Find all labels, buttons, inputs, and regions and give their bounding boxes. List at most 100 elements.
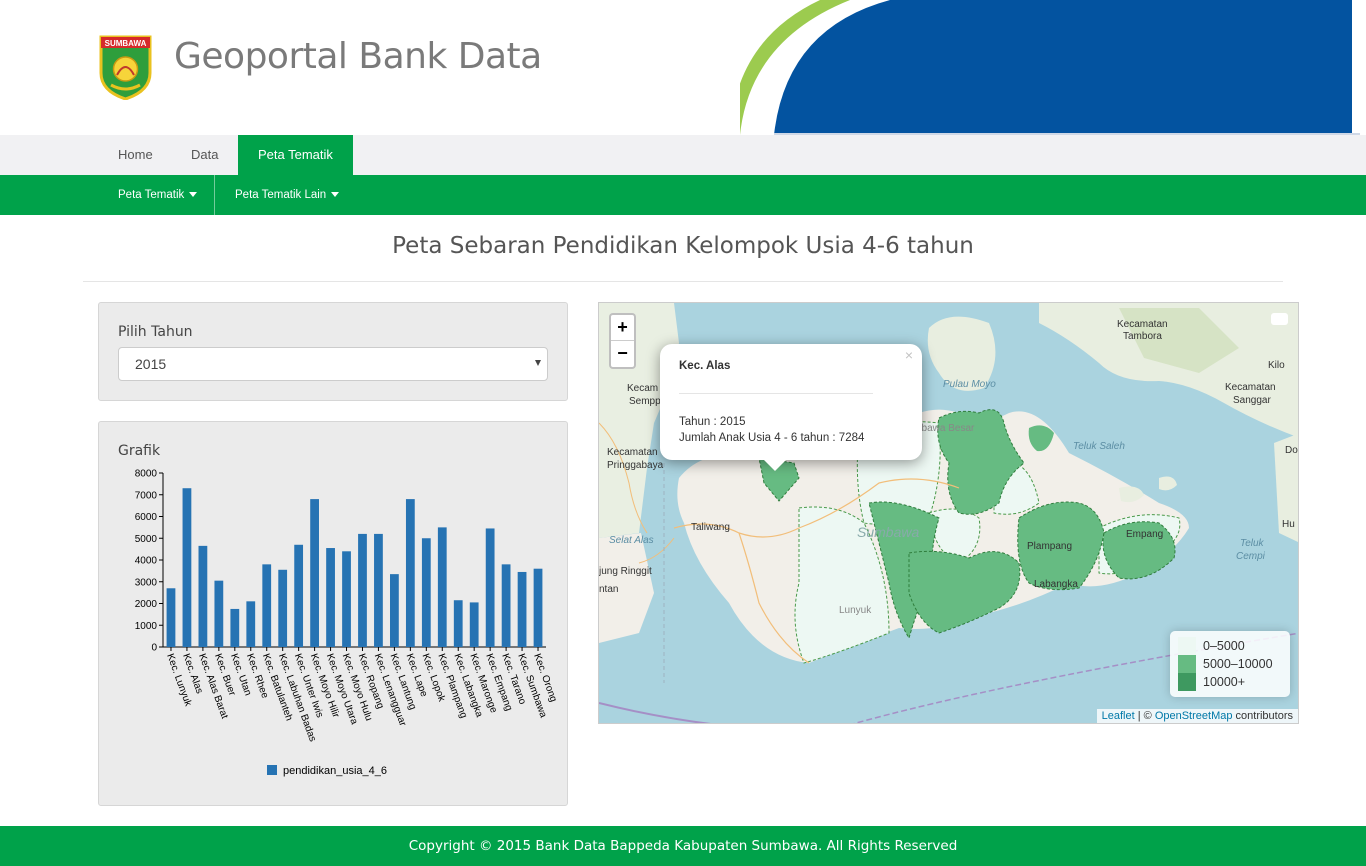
map-label: jung Ringgit — [599, 566, 652, 577]
bar[interactable] — [198, 545, 208, 647]
bar[interactable] — [310, 499, 319, 647]
popup-close-button[interactable]: × — [904, 347, 913, 363]
sumbawa-logo[interactable]: SUMBAWA — [97, 33, 154, 101]
map-label: Teluk — [1240, 538, 1264, 549]
bar[interactable] — [374, 533, 383, 647]
subnav-divider — [214, 175, 215, 215]
popup-count: Jumlah Anak Usia 4 - 6 tahun : 7284 — [679, 432, 865, 444]
map-label: Teluk Saleh — [1073, 441, 1125, 452]
bar[interactable] — [358, 533, 367, 647]
map-label: Tambora — [1123, 331, 1162, 342]
y-tick-label: 0 — [151, 643, 157, 654]
bar[interactable] — [533, 568, 543, 647]
chart-label: Grafik — [118, 443, 161, 459]
map-label: Selat Alas — [609, 535, 654, 546]
bar[interactable] — [517, 571, 527, 647]
y-tick-label: 8000 — [135, 469, 158, 480]
popup-divider — [679, 393, 873, 394]
popup-tip — [764, 460, 786, 471]
y-tick-label: 6000 — [135, 512, 158, 523]
map-label: Sumbawa — [857, 524, 920, 540]
bar[interactable] — [166, 588, 176, 647]
nav-home[interactable]: Home — [118, 147, 153, 162]
map-label: Kilo — [1268, 360, 1285, 371]
attribution-suffix: contributors — [1232, 710, 1293, 722]
map-label: Labangka — [1034, 579, 1078, 590]
bar[interactable] — [390, 574, 399, 647]
bar[interactable] — [278, 569, 288, 647]
year-select[interactable]: 2015 — [118, 347, 548, 381]
leaflet-link[interactable]: Leaflet — [1101, 710, 1135, 722]
main-nav: Home Data Peta Tematik — [0, 135, 1366, 175]
bar[interactable] — [182, 488, 192, 647]
map-label: Pringgabaya — [607, 460, 664, 471]
bar[interactable] — [246, 601, 256, 647]
subnav-peta-tematik-label: Peta Tematik — [118, 189, 185, 201]
map-label: Sempp — [629, 396, 661, 407]
popup-title: Kec. Alas — [679, 360, 731, 372]
map-label: Cempi — [1236, 551, 1265, 562]
osm-link[interactable]: OpenStreetMap — [1154, 710, 1233, 722]
bar[interactable] — [453, 600, 463, 647]
bar[interactable] — [469, 602, 479, 647]
year-panel: Pilih Tahun 2015 — [98, 302, 568, 401]
attribution-separator: | © — [1134, 710, 1155, 722]
nav-data[interactable]: Data — [191, 147, 219, 162]
page-title: Peta Sebaran Pendidikan Kelompok Usia 4-… — [392, 233, 974, 259]
year-select-value: 2015 — [135, 356, 167, 372]
zoom-out-button[interactable]: − — [617, 343, 628, 363]
bar[interactable] — [262, 564, 272, 647]
zoom-in-button[interactable]: + — [611, 315, 634, 341]
nav-peta-tematik[interactable]: Peta Tematik — [238, 135, 353, 175]
legend-label: 10000+ — [1203, 675, 1246, 689]
y-tick-label: 3000 — [135, 577, 158, 588]
bar[interactable] — [230, 608, 240, 647]
subnav-peta-tematik-dropdown[interactable]: Peta Tematik — [98, 175, 217, 215]
sub-nav: Peta Tematik Peta Tematik Lain — [0, 175, 1366, 215]
map-attribution: Leaflet | © OpenStreetMap contributors — [1096, 709, 1298, 723]
map-label: Taliwang — [691, 522, 730, 533]
legend-swatch — [1178, 655, 1196, 673]
title-divider — [83, 281, 1283, 282]
caret-down-icon — [331, 192, 340, 198]
year-label: Pilih Tahun — [118, 324, 193, 340]
logo-text: SUMBAWA — [105, 39, 147, 48]
bar[interactable] — [342, 551, 351, 647]
site-header: SUMBAWA Geoportal Bank Data — [0, 0, 1366, 135]
map-label: Hu — [1282, 519, 1295, 530]
map-label: Empang — [1126, 529, 1164, 540]
map-label: Dor — [1285, 445, 1298, 456]
subnav-peta-tematik-lain-dropdown[interactable]: Peta Tematik Lain — [215, 175, 359, 215]
legend-label: 5000–10000 — [1203, 657, 1273, 671]
map-label: Pulau Moyo — [943, 379, 996, 390]
legend-swatch — [267, 765, 277, 775]
bar[interactable] — [214, 580, 224, 647]
popup-year: Tahun : 2015 — [679, 416, 746, 428]
bar[interactable] — [485, 528, 495, 647]
site-title: Geoportal Bank Data — [174, 36, 542, 77]
map-label: Lunyuk — [839, 605, 872, 616]
map-label: Plampang — [1027, 541, 1073, 552]
y-tick-label: 1000 — [135, 621, 158, 632]
map-label: Kecamatan — [1225, 382, 1276, 393]
bar[interactable] — [421, 538, 431, 647]
caret-down-icon — [189, 192, 198, 198]
legend-swatch — [1178, 637, 1196, 655]
map-legend: 0–5000 5000–10000 10000+ — [1170, 631, 1290, 697]
legend-label: 0–5000 — [1203, 639, 1245, 653]
bar[interactable] — [405, 499, 415, 647]
map-label: ntan — [599, 584, 619, 595]
y-tick-label: 2000 — [135, 599, 158, 610]
map-view[interactable]: Pulau Moyo Kecamatan Tambora Kilo Kecama… — [598, 302, 1299, 724]
legend-swatch — [1178, 673, 1196, 691]
y-tick-label: 4000 — [135, 556, 158, 567]
map-label: Kecam — [627, 383, 659, 394]
layer-toggle-button[interactable] — [1271, 313, 1288, 325]
bar[interactable] — [501, 564, 511, 647]
bar[interactable] — [437, 527, 447, 647]
bar[interactable] — [326, 548, 335, 647]
subnav-peta-tematik-lain-label: Peta Tematik Lain — [235, 189, 327, 201]
select-arrow-icon — [535, 360, 541, 366]
bar[interactable] — [294, 544, 304, 647]
